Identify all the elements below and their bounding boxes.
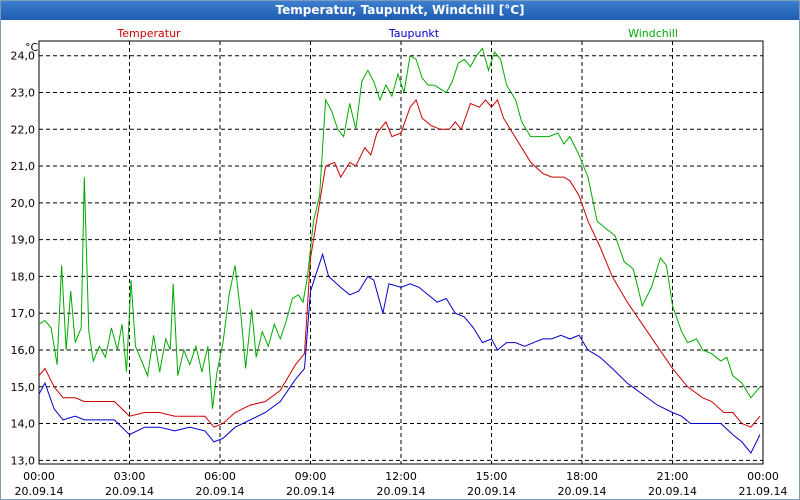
x-tick-time: 12:00 — [385, 470, 417, 483]
y-tick-label: 18,0 — [11, 270, 36, 283]
y-axis-unit: °C — [25, 41, 39, 54]
series-line-temperatur — [38, 98, 761, 428]
x-axis: 00:00 20.09.14 03:00 20.09.14 06:00 20.09.14 0… — [15, 470, 788, 498]
y-tick-label: 21,0 — [11, 160, 36, 173]
x-tick-date: 20.09.14 — [377, 485, 426, 498]
x-tick-date: 20.09.14 — [648, 485, 697, 498]
y-tick-label: 22,0 — [11, 123, 36, 136]
x-tick-date: 20.09.14 — [558, 485, 607, 498]
grid — [39, 41, 763, 464]
legend-temperatur: Temperatur — [116, 27, 181, 40]
x-tick-time: 18:00 — [566, 470, 598, 483]
y-tick-label: 17,0 — [11, 307, 36, 320]
x-tick-date: 20.09.14 — [467, 485, 516, 498]
x-tick-date: 20.09.14 — [196, 485, 245, 498]
x-tick-time: 00:00 — [747, 470, 779, 483]
y-tick-label: 16,0 — [11, 344, 36, 357]
x-tick-date: 20.09.14 — [105, 485, 154, 498]
legend-windchill: Windchill — [628, 27, 678, 40]
y-tick-label: 14,0 — [11, 418, 36, 431]
y-axis: 13,0 14,0 15,0 16,0 17,0 18,0 19,0 20,0 21,0 22,0… — [11, 50, 36, 468]
series-line-windchill — [38, 47, 761, 409]
x-tick-time: 09:00 — [295, 470, 327, 483]
x-tick-time: 21:00 — [657, 470, 689, 483]
x-tick-date: 20.09.14 — [15, 485, 64, 498]
y-tick-label: 19,0 — [11, 234, 36, 247]
x-tick-time: 00:00 — [23, 470, 55, 483]
x-tick-date: 21.09.14 — [739, 485, 788, 498]
y-tick-label: 13,0 — [11, 454, 36, 467]
x-tick-time: 15:00 — [476, 470, 508, 483]
y-tick-label: 23,0 — [11, 86, 36, 99]
x-tick-date: 20.09.14 — [286, 485, 335, 498]
y-tick-label: 15,0 — [11, 381, 36, 394]
x-tick-time: 03:00 — [114, 470, 146, 483]
series-line-taupunkt — [38, 252, 761, 454]
legend-taupunkt: Taupunkt — [388, 27, 440, 40]
x-tick-time: 06:00 — [204, 470, 236, 483]
y-tick-label: 20,0 — [11, 197, 36, 210]
y-tick-label: 24,0 — [11, 50, 36, 63]
series-lines — [38, 47, 761, 454]
window-title: Temperatur, Taupunkt, Windchill [°C] — [1, 1, 799, 20]
